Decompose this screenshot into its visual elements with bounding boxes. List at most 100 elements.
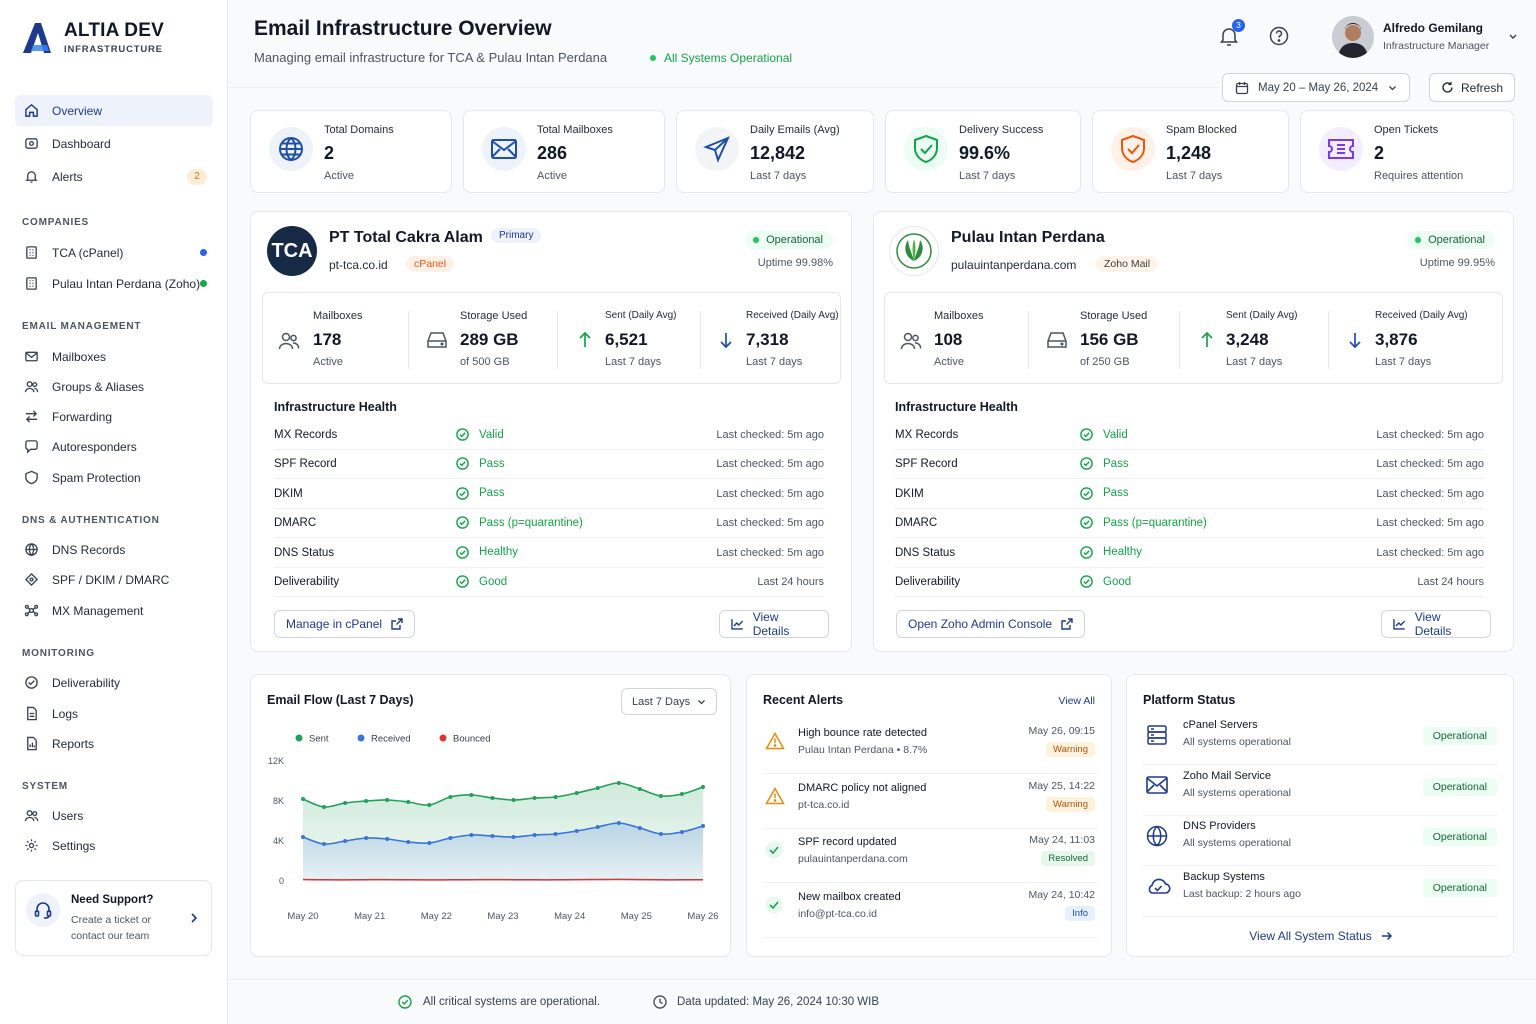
user-menu[interactable]: Alfredo Gemilang Infrastructure Manager bbox=[1332, 16, 1522, 58]
nav-overview[interactable]: Overview bbox=[15, 95, 213, 126]
range-select[interactable]: Last 7 Days bbox=[621, 688, 717, 715]
alert-sub: pulauintanperdana.com bbox=[798, 853, 908, 866]
nav-spam[interactable]: Spam Protection bbox=[15, 462, 213, 493]
company-name: Pulau Intan Perdana bbox=[951, 229, 1105, 246]
support-card[interactable]: Need Support? Create a ticket or contact… bbox=[15, 880, 212, 956]
platform-item[interactable]: Backup Systems Last backup: 2 hours ago … bbox=[1143, 866, 1497, 918]
company-card-tca: TCA PT Total Cakra Alam Primary pt-tca.c… bbox=[250, 211, 852, 652]
nav-forwarding-label: Forwarding bbox=[52, 409, 113, 424]
arrow-down-icon bbox=[720, 333, 732, 349]
nav-forwarding[interactable]: Forwarding bbox=[15, 401, 213, 432]
chevron-down-icon bbox=[1509, 34, 1517, 39]
x-tick-label: May 22 bbox=[421, 911, 452, 922]
nav-dns-records[interactable]: DNS Records bbox=[15, 534, 213, 565]
stat-value: 12,842 bbox=[750, 143, 806, 163]
external-link-icon bbox=[391, 618, 403, 630]
nav-company-pip[interactable]: Pulau Intan Perdana (Zoho) bbox=[15, 268, 213, 299]
metric-label: Sent (Daily Avg) bbox=[1226, 310, 1298, 321]
platform-item[interactable]: Zoho Mail Service All systems operationa… bbox=[1143, 765, 1497, 816]
date-range-picker[interactable]: May 20 – May 26, 2024 bbox=[1222, 73, 1410, 102]
status-badge: Operational bbox=[745, 231, 833, 249]
company-domain: pulauintanperdana.com bbox=[951, 258, 1077, 272]
nav-company-tca-label: TCA (cPanel) bbox=[52, 245, 124, 260]
user-name: Alfredo Gemilang bbox=[1383, 21, 1484, 35]
nav-deliverability[interactable]: Deliverability bbox=[15, 667, 213, 698]
forward-icon bbox=[23, 409, 39, 425]
nav-company-tca[interactable]: TCA (cPanel) bbox=[15, 237, 213, 268]
health-status-label: Pass (p=quarantine) bbox=[479, 516, 583, 529]
manage-cpanel-button[interactable]: Manage in cPanel bbox=[274, 610, 416, 638]
health-last-checked: Last 24 hours bbox=[757, 576, 824, 588]
y-tick-label: 12K bbox=[268, 756, 284, 766]
platform-item[interactable]: DNS Providers All systems operational Op… bbox=[1143, 815, 1497, 867]
notifications-button[interactable]: 3 bbox=[1219, 19, 1245, 47]
nav-groups[interactable]: Groups & Aliases bbox=[15, 371, 213, 402]
nav-users[interactable]: Users bbox=[15, 800, 213, 831]
nav-alerts[interactable]: Alerts 2 bbox=[15, 161, 213, 192]
report-icon bbox=[23, 736, 39, 752]
users-icon bbox=[278, 332, 300, 350]
health-status-label: Healthy bbox=[1103, 546, 1142, 559]
warning-icon bbox=[765, 731, 785, 750]
refresh-button[interactable]: Refresh bbox=[1429, 73, 1515, 102]
health-status-label: Pass bbox=[1103, 487, 1129, 500]
send-icon bbox=[695, 127, 739, 171]
tca-logo: TCA bbox=[267, 226, 317, 276]
health-last-checked: Last checked: 5m ago bbox=[716, 517, 824, 530]
refresh-label: Refresh bbox=[1460, 80, 1504, 95]
nav-spf[interactable]: SPF / DKIM / DMARC bbox=[15, 564, 213, 595]
metric-sent: Sent (Daily Avg) 6,521 Last 7 days bbox=[558, 293, 700, 385]
nav-logs[interactable]: Logs bbox=[15, 698, 213, 729]
platform-item[interactable]: cPanel Servers All systems operational O… bbox=[1143, 714, 1497, 765]
alert-item[interactable]: DMARC policy not aligned pt-tca.co.id Ma… bbox=[763, 774, 1097, 829]
footer-status: All critical systems are operational. bbox=[398, 995, 600, 1009]
alert-item[interactable]: New mailbox created info@pt-tca.co.id Ma… bbox=[763, 883, 1097, 939]
view-all-system-status-link[interactable]: View All System Status bbox=[1127, 929, 1515, 943]
check-circle-icon bbox=[456, 457, 469, 471]
health-status-label: Pass bbox=[479, 457, 505, 470]
brand[interactable]: ALTIA DEV INFRASTRUCTURE bbox=[20, 20, 164, 55]
platform-status-title: Platform Status bbox=[1143, 693, 1236, 707]
alert-item[interactable]: High bounce rate detected Pulau Intan Pe… bbox=[763, 719, 1097, 774]
help-button[interactable] bbox=[1269, 26, 1289, 49]
nav-mailboxes[interactable]: Mailboxes bbox=[15, 341, 213, 372]
health-last-checked: Last checked: 5m ago bbox=[1376, 487, 1484, 500]
view-details-button[interactable]: View Details bbox=[1381, 610, 1491, 638]
mail-icon bbox=[482, 127, 526, 171]
view-all-alerts-link[interactable]: View All bbox=[1058, 695, 1095, 707]
health-row: MX Records Valid Last checked: 5m ago bbox=[895, 421, 1484, 450]
nav-dashboard[interactable]: Dashboard bbox=[15, 128, 213, 159]
stat-label: Total Mailboxes bbox=[537, 124, 613, 136]
storage-icon bbox=[427, 332, 447, 348]
x-tick-label: May 23 bbox=[487, 911, 518, 922]
view-details-button[interactable]: View Details bbox=[719, 610, 829, 638]
health-name: DMARC bbox=[274, 517, 317, 530]
open-zoho-console-button[interactable]: Open Zoho Admin Console bbox=[896, 610, 1086, 638]
alert-time: May 24, 10:42 bbox=[1028, 889, 1095, 902]
nav-mx[interactable]: MX Management bbox=[15, 595, 213, 626]
stat-value: 1,248 bbox=[1166, 143, 1212, 163]
pip-status-dot bbox=[200, 280, 207, 287]
globe-icon bbox=[269, 127, 313, 171]
nav-reports[interactable]: Reports bbox=[15, 728, 213, 759]
nav-autoresponders[interactable]: Autoresponders bbox=[15, 431, 213, 462]
health-last-checked: Last checked: 5m ago bbox=[1376, 458, 1484, 471]
health-status: Healthy bbox=[456, 545, 518, 559]
health-name: DMARC bbox=[895, 517, 938, 530]
key-icon bbox=[23, 572, 39, 588]
sent-point bbox=[511, 798, 516, 802]
health-name: MX Records bbox=[274, 429, 338, 441]
arrow-down-icon bbox=[1349, 333, 1361, 349]
check-circle-icon bbox=[1080, 516, 1093, 529]
stat-spam-blocked: Spam Blocked 1,248 Last 7 days bbox=[1092, 110, 1289, 193]
metric-mailboxes: Mailboxes 178 Active bbox=[263, 293, 408, 385]
status-dot bbox=[650, 55, 656, 61]
nav-spf-label: SPF / DKIM / DMARC bbox=[52, 572, 170, 587]
nav-mailboxes-label: Mailboxes bbox=[52, 349, 107, 364]
alert-item[interactable]: SPF record updated pulauintanperdana.com… bbox=[763, 828, 1097, 884]
footer-divider bbox=[229, 979, 1536, 980]
button-label: Open Zoho Admin Console bbox=[908, 617, 1053, 631]
alert-sub: pt-tca.co.id bbox=[798, 798, 850, 811]
nav-settings[interactable]: Settings bbox=[15, 830, 213, 861]
platform-badge: cPanel bbox=[406, 256, 455, 272]
